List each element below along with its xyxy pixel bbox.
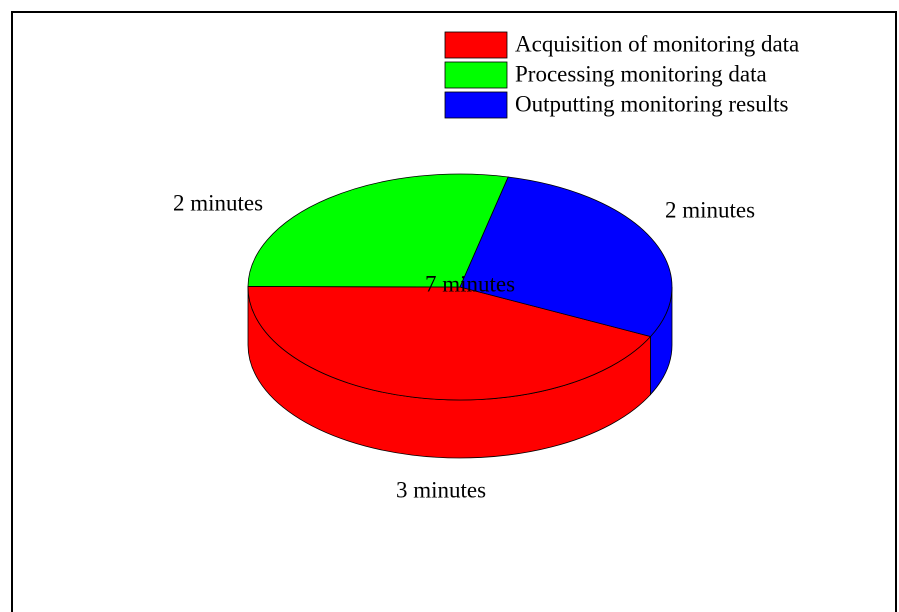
slice (247, 286, 652, 401)
legend-swatch (444, 91, 508, 119)
data-label: 3 minutes (396, 477, 486, 502)
legend-label: Acquisition of monitoring data (515, 31, 799, 56)
slice (459, 176, 673, 337)
pie (247, 173, 673, 459)
legend-swatch (444, 31, 508, 59)
labels: 3 minutes 2 minutes 2 minutes 7 minutes (173, 190, 755, 502)
legend: Acquisition of monitoring data Processing… (444, 31, 799, 119)
data-label: 2 minutes (173, 190, 263, 215)
legend-swatch (444, 61, 508, 89)
center-label: 7 minutes (425, 271, 515, 296)
data-label: 2 minutes (665, 197, 755, 222)
slice (247, 173, 509, 288)
legend-label: Processing monitoring data (515, 61, 767, 86)
legend-label: Outputting monitoring results (515, 91, 788, 116)
